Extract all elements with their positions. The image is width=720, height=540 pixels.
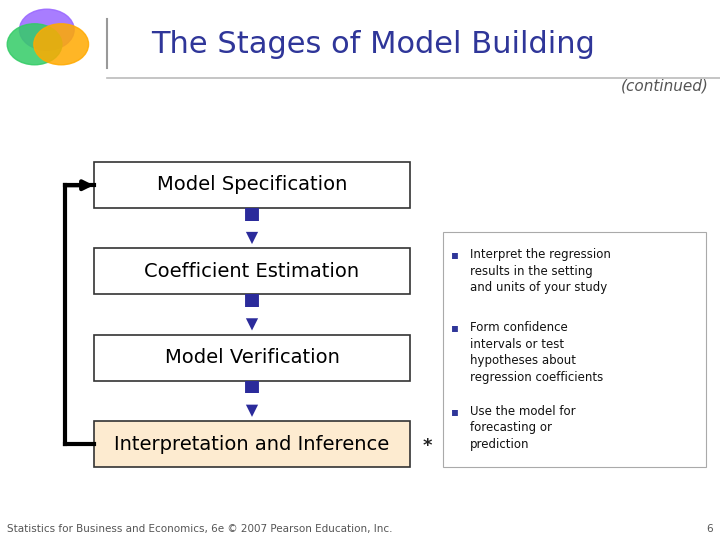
Text: 6: 6 (706, 523, 713, 534)
Text: Form confidence
intervals or test
hypotheses about
regression coefficients: Form confidence intervals or test hypoth… (470, 321, 603, 384)
Text: Interpret the regression
results in the setting
and units of your study: Interpret the regression results in the … (470, 248, 611, 294)
Text: ▪: ▪ (451, 248, 459, 261)
Circle shape (34, 24, 89, 65)
FancyBboxPatch shape (94, 335, 410, 381)
Text: Statistics for Business and Economics, 6e © 2007 Pearson Education, Inc.: Statistics for Business and Economics, 6… (7, 523, 392, 534)
Text: Coefficient Estimation: Coefficient Estimation (145, 262, 359, 281)
Text: *: * (423, 436, 433, 455)
FancyBboxPatch shape (94, 421, 410, 467)
Text: The Stages of Model Building: The Stages of Model Building (151, 30, 595, 59)
FancyBboxPatch shape (94, 162, 410, 208)
Text: ▪: ▪ (451, 321, 459, 334)
Text: (continued): (continued) (621, 78, 709, 93)
Text: Model Verification: Model Verification (165, 348, 339, 367)
FancyBboxPatch shape (94, 248, 410, 294)
Text: ▪: ▪ (451, 405, 459, 418)
FancyBboxPatch shape (443, 232, 706, 467)
Text: Model Specification: Model Specification (157, 176, 347, 194)
Text: Interpretation and Inference: Interpretation and Inference (114, 435, 390, 454)
Text: Use the model for
forecasting or
prediction: Use the model for forecasting or predict… (470, 405, 576, 451)
Circle shape (7, 24, 62, 65)
Circle shape (19, 9, 74, 50)
